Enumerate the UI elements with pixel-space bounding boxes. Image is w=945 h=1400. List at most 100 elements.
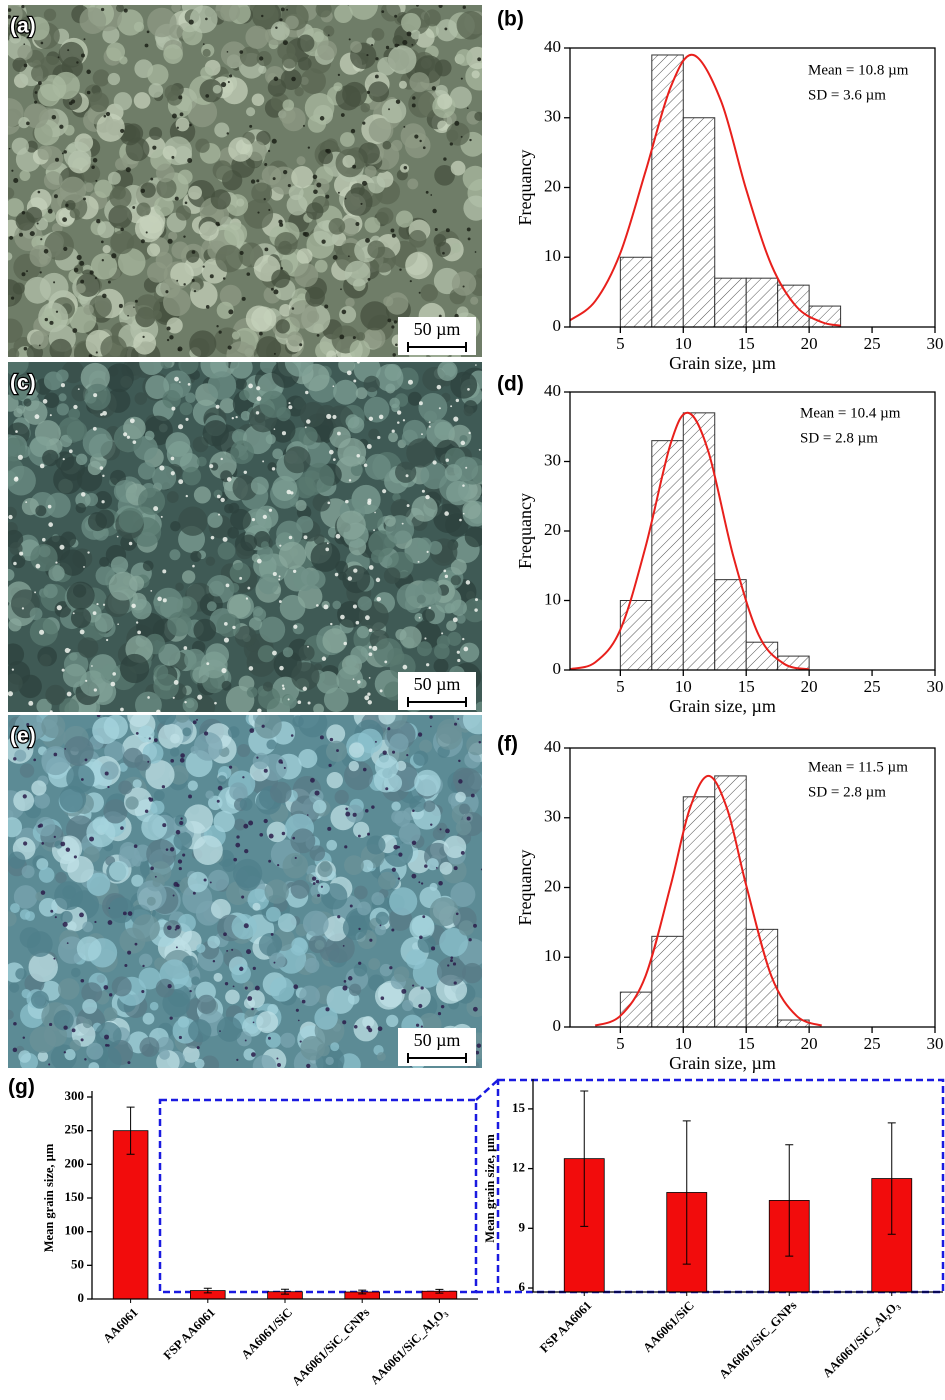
grain [377,1052,386,1061]
y-axis-label: Frequancy [515,493,535,569]
particle [349,38,351,40]
grain [106,42,125,61]
grain [356,332,365,341]
grain [95,509,114,528]
particle [354,1025,358,1029]
particle [170,759,174,763]
grain [267,822,288,843]
particle [412,96,415,99]
grain [44,371,63,390]
grain [276,319,290,333]
grain [266,1032,281,1047]
particle [274,77,279,82]
grain [190,551,201,562]
particle [78,388,80,390]
particle [133,440,137,444]
grain [39,654,51,666]
particle [462,638,464,640]
particle [279,18,282,21]
scale-bar-label: 50 µm [414,1030,461,1050]
grain [353,822,369,838]
grain [298,57,312,71]
particle [264,247,268,251]
particle [220,498,224,502]
particle [353,813,357,817]
grain [282,53,298,69]
grain [462,963,482,983]
grain [170,521,180,531]
grain [45,685,65,705]
particle [392,234,396,238]
grain [453,768,475,790]
particle [274,353,276,355]
particle [320,735,324,739]
grain [118,780,132,794]
grain [278,913,297,932]
grain [213,85,222,94]
particle [333,385,335,387]
particle [18,455,23,460]
zoom-indicator [160,1080,943,1292]
particle [271,288,274,291]
particle [101,8,104,11]
particle [322,657,326,661]
grain [237,744,250,757]
particle [57,605,62,610]
x-tick-label: 10 [675,677,692,696]
particle [264,198,266,200]
particle [275,26,277,28]
particle [367,693,370,696]
particle [95,277,97,279]
particle [402,523,404,525]
particle [362,181,367,186]
particle [259,833,263,837]
grain [300,68,326,94]
particle [223,537,228,542]
particle [192,250,196,254]
grain [376,912,389,925]
particle [248,821,253,826]
grain [290,828,315,853]
particle [48,1063,50,1065]
particle [218,786,223,791]
particle [257,212,259,214]
grain [409,230,427,248]
grain [228,726,240,738]
particle [394,320,397,323]
particle [96,219,100,223]
particle [336,749,339,752]
particle [167,984,171,988]
particle [239,50,243,54]
grain [254,711,281,738]
particle [437,385,442,390]
particle [176,280,178,282]
particle [221,82,226,87]
grain [108,73,120,85]
grain [335,561,348,574]
particle [291,734,294,737]
particle [281,8,285,12]
particle [407,504,410,507]
particle [445,829,450,834]
particle [73,612,75,614]
grain [116,4,124,12]
particle [459,519,462,522]
grain [224,222,247,245]
particle [368,278,371,281]
particle [453,617,458,622]
particle [273,289,278,294]
particle [235,416,237,418]
particle [239,577,242,580]
particle [221,458,223,460]
particle [328,764,331,767]
grain [58,42,84,68]
grain [84,384,111,411]
grain [156,252,173,269]
particle [8,515,12,519]
grain [215,245,243,273]
particle [336,534,341,539]
grain [447,632,461,646]
particle [325,1007,329,1011]
particle [307,646,309,648]
particle [313,882,316,885]
